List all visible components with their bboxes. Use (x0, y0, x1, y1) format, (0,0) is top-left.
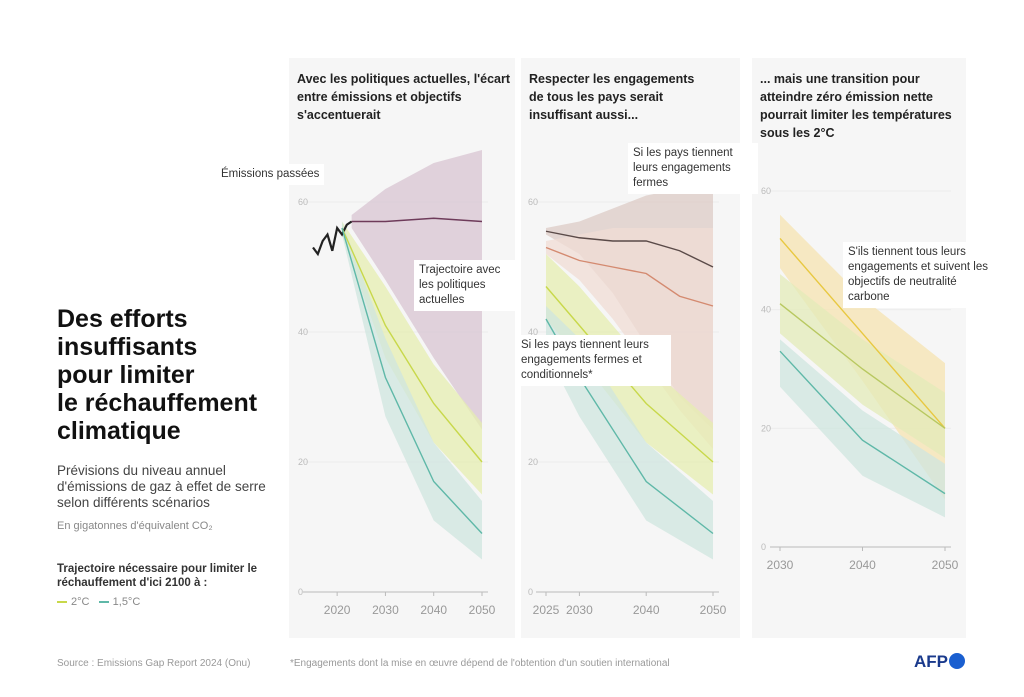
y-tick-label: 60 (298, 197, 308, 207)
legend-label: 1,5°C (112, 596, 141, 608)
annotation-netzero: S'ils tiennent tous leurs engagements et… (843, 242, 1003, 308)
footnote: *Engagements dont la mise en œuvre dépen… (290, 658, 670, 669)
x-tick-label: 2040 (633, 603, 660, 617)
source: Source : Emissions Gap Report 2024 (Onu) (57, 658, 251, 669)
y-tick-label: 20 (761, 423, 771, 433)
panel-title: ... mais une transition pour atteindre z… (760, 72, 952, 140)
line--missions-pass-es (312, 220, 353, 257)
x-tick-label: 2020 (324, 603, 351, 617)
subtitle: Prévisions du niveau annuel d'émissions … (57, 463, 266, 510)
legend-title: Trajectoire nécessaire pour limiter le r… (57, 563, 258, 589)
x-tick-label: 2025 (533, 603, 560, 617)
unit-label: En gigatonnes d'équivalent CO₂ (57, 520, 213, 532)
band-1-5-c (341, 221, 482, 560)
panel-title: Avec les politiques actuelles, l'écart e… (297, 72, 511, 122)
x-tick-label: 2050 (700, 603, 727, 617)
band-2-c (780, 274, 945, 458)
line-1-5-c (779, 350, 946, 495)
annotation-past: Émissions passées (216, 164, 325, 185)
title-line: le réchauffement (57, 389, 258, 417)
line-engagements-fermes-et-conditionnels (545, 246, 714, 307)
legend-label: 2°C (71, 596, 90, 608)
line-1-5-c (341, 227, 483, 534)
y-tick-label: 0 (528, 587, 533, 597)
line-2-c (341, 227, 483, 463)
y-tick-label: 40 (528, 327, 538, 337)
y-tick-label: 40 (298, 327, 308, 337)
annotation-uncond: Si les pays tiennent leurs engagements f… (628, 143, 758, 194)
line-politiques-actuelles (351, 217, 483, 223)
legend-swatch-2c (57, 601, 67, 604)
x-tick-label: 2040 (849, 558, 876, 572)
band-2-c (341, 221, 482, 495)
title-line: insuffisants (57, 333, 198, 361)
panel-title: Respecter les engagements de tous les pa… (529, 72, 695, 122)
x-tick-label: 2050 (932, 558, 959, 572)
line-2-c (779, 303, 946, 429)
annotation-cond: Si les pays tiennent leurs engagements f… (516, 335, 671, 386)
annotation-current: Trajectoire avec les politiques actuelle… (414, 260, 516, 311)
y-tick-label: 20 (528, 457, 538, 467)
title-line: pour limiter (57, 361, 195, 389)
line-engagements-fermes (545, 230, 714, 268)
legend: 2°C 1,5°C (57, 596, 140, 608)
x-tick-label: 2030 (372, 603, 399, 617)
y-tick-label: 40 (761, 305, 771, 315)
band-1-5-c (780, 339, 945, 518)
line-z-ro-mission-nette (779, 238, 946, 429)
afp-logo: AFP (914, 652, 965, 672)
y-tick-label: 0 (761, 542, 766, 552)
x-tick-label: 2030 (566, 603, 593, 617)
y-tick-label: 60 (761, 186, 771, 196)
main-title: Des efforts insuffisants pour limiter le… (57, 305, 257, 445)
title-line: Des efforts (57, 305, 188, 333)
x-tick-label: 2050 (469, 603, 496, 617)
y-tick-label: 60 (528, 197, 538, 207)
title-line: climatique (57, 417, 181, 445)
y-tick-label: 20 (298, 457, 308, 467)
y-tick-label: 0 (298, 587, 303, 597)
x-tick-label: 2040 (420, 603, 447, 617)
x-tick-label: 2030 (767, 558, 794, 572)
legend-swatch-15c (98, 601, 109, 604)
